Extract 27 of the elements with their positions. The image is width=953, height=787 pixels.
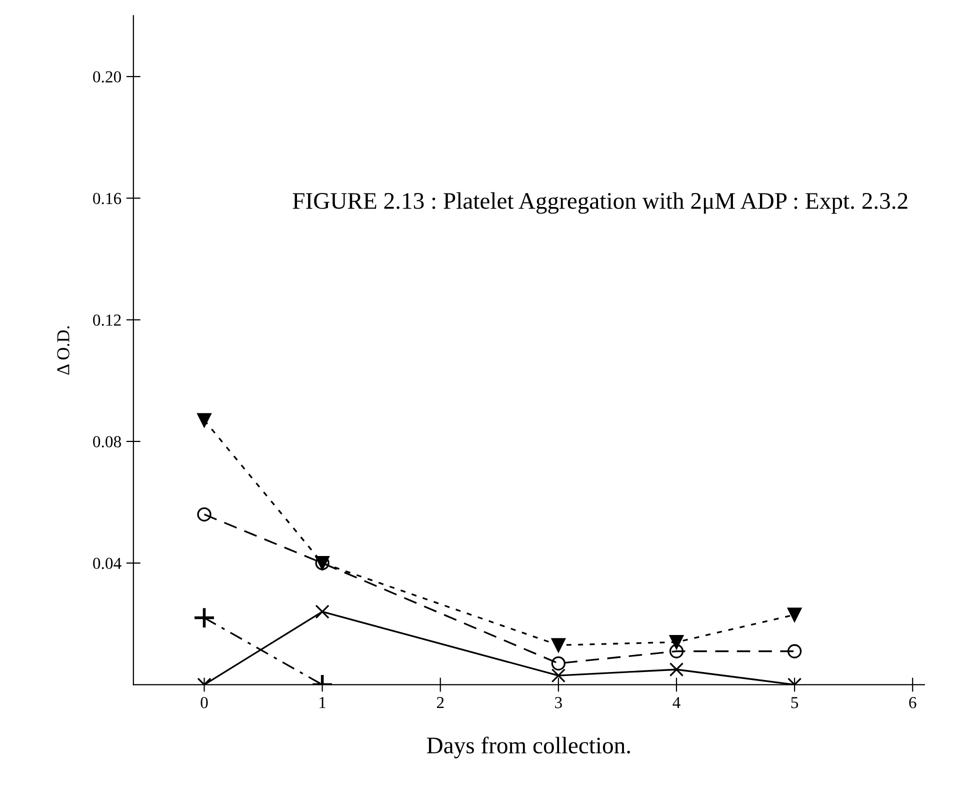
x-tick-label: 4 bbox=[672, 697, 680, 708]
y-tick-label: 0.20 bbox=[93, 71, 121, 83]
point bbox=[669, 635, 684, 650]
point bbox=[193, 606, 216, 629]
x-tick-label: 0 bbox=[200, 696, 208, 708]
point bbox=[551, 656, 566, 670]
point bbox=[787, 644, 802, 658]
point bbox=[787, 608, 802, 622]
x-tick-label: 1 bbox=[320, 697, 326, 708]
x-tick-label: 3 bbox=[555, 697, 562, 708]
x-tick-label: 5 bbox=[791, 697, 798, 708]
text: FIGURE 2.13 : Platelet Aggregation with 2μM ADP : Expt. 2.3.2 bbox=[292, 192, 908, 214]
y-tick-label: 0.16 bbox=[93, 192, 122, 204]
point bbox=[669, 662, 684, 677]
point bbox=[315, 604, 330, 619]
point bbox=[197, 413, 212, 428]
y-tick-label: 0.04 bbox=[93, 558, 122, 570]
x-tick-label: 2 bbox=[436, 697, 444, 708]
point bbox=[669, 644, 684, 658]
y-tick-label: 0.12 bbox=[93, 314, 121, 326]
x-axis-title: Days from collection. bbox=[426, 736, 630, 758]
x-tick-label: 6 bbox=[909, 697, 916, 708]
y-axis-title: Δ O.D. bbox=[57, 326, 70, 375]
point bbox=[197, 507, 212, 522]
y-tick-label: 0.08 bbox=[93, 436, 121, 448]
point bbox=[551, 668, 566, 683]
point bbox=[551, 638, 566, 652]
